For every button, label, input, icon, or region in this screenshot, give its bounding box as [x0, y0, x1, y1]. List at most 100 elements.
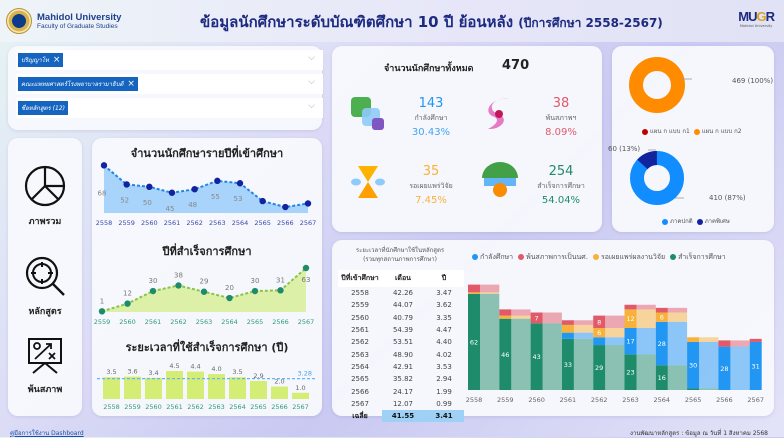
close-icon[interactable]: ×	[52, 54, 61, 65]
svg-text:29: 29	[200, 278, 209, 286]
svg-text:8: 8	[597, 318, 601, 326]
chip-label: ปริญญาโท	[21, 57, 49, 64]
legend-label: สำเร็จการศึกษา	[678, 253, 726, 261]
table-row[interactable]: 2563 48.90 4.02	[338, 348, 464, 360]
svg-text:31: 31	[276, 276, 285, 284]
table-row[interactable]: 2566 24.17 1.99	[338, 385, 464, 397]
col-header[interactable]: เดือน	[382, 270, 424, 287]
stat-label: รอเผยแพร่วิจัย	[409, 182, 453, 190]
page-title-sub: (ปีการศึกษา 2558-2567)	[518, 16, 663, 30]
table-row[interactable]: 2564 42.91 3.53	[338, 361, 464, 373]
legend-label: ภาคปกติ	[670, 218, 693, 225]
hourglass-icon	[351, 166, 385, 198]
plan-donut-chart[interactable]	[612, 46, 774, 126]
university-name: Mahidol University	[37, 12, 122, 23]
table-cell: 48.90	[392, 350, 414, 359]
svg-text:3.28: 3.28	[298, 370, 312, 378]
university-logo: Mahidol University Faculty of Graduate S…	[6, 8, 121, 34]
svg-text:2567: 2567	[292, 403, 309, 411]
duration-bar-chart[interactable]: 3.5 2558 3.6 2559 3.4 2560 4.5 2561 4.4 2562 4.0 25…	[92, 352, 322, 414]
duration-table: ปีที่เข้าศึกษา เดือน ปี 2558 42.26 3.47 255…	[338, 270, 464, 423]
duration-status-panel: ระยะเวลาที่นักศึกษาใช้ในหลักสูตร (รวมทุก…	[332, 240, 774, 423]
col-header[interactable]: ปีที่เข้าศึกษา	[338, 270, 382, 287]
total-label: จำนวนนักศึกษาทั้งหมด	[384, 64, 474, 74]
table-row[interactable]: 2560 40.79 3.35	[338, 312, 464, 324]
legend-item[interactable]: สำเร็จการศึกษา	[670, 252, 726, 263]
nav-item-overview[interactable]: ภาพรวม	[8, 164, 82, 228]
duration-chart-title: ระยะเวลาที่ใช้สำเร็จการศึกษา (ปี)	[125, 341, 289, 354]
svg-text:2562: 2562	[186, 219, 203, 227]
legend-item[interactable]: ภาคพิเศษ	[696, 216, 730, 226]
svg-text:2561: 2561	[560, 396, 577, 404]
svg-text:2.0: 2.0	[274, 378, 284, 386]
table-cell: 2563	[351, 350, 369, 359]
filter-chip[interactable]: ปริญญาโท ×	[18, 53, 64, 67]
enrollment-area-chart[interactable]: 68 2558 52 2559 50 2560 45 2561 48 2562 55 2563 53 25…	[92, 158, 322, 230]
nav-item-dismissed[interactable]: พ้นสภาพ	[8, 336, 82, 396]
table-cell: 2559	[351, 301, 369, 310]
svg-text:2567: 2567	[300, 219, 317, 227]
svg-text:53: 53	[234, 195, 243, 203]
faculty-filter[interactable]: คณะแพทยศาสตร์โรงพยาบาลรามาธิบดี × ⌵	[16, 74, 323, 94]
stat-percent: 8.09%	[545, 127, 577, 138]
table-row[interactable]: 2567 12.07 0.99	[338, 398, 464, 410]
chevron-down-icon[interactable]: ⌵	[308, 77, 315, 87]
table-row[interactable]: 2558 42.26 3.47	[338, 287, 464, 299]
svg-text:2563: 2563	[209, 219, 226, 227]
table-cell: 2.94	[436, 375, 452, 384]
svg-text:2560: 2560	[141, 219, 158, 227]
svg-text:12: 12	[123, 290, 132, 298]
table-cell: 44.07	[392, 301, 414, 310]
legend-item[interactable]: รอเผยแพร่ผลงานวิจัย	[592, 252, 665, 263]
filter-chip[interactable]: ชื่อหลักสูตร (12)	[18, 101, 68, 115]
table-row[interactable]: 2561 54.39 4.47	[338, 324, 464, 336]
stat-label: สำเร็จการศึกษา	[537, 182, 585, 190]
dashboard-manual-link[interactable]: คู่มือการใช้งาน Dashboard	[10, 430, 84, 437]
svg-text:2564: 2564	[232, 219, 249, 227]
program-filter[interactable]: ชื่อหลักสูตร (12) ⌵	[16, 98, 323, 118]
svg-text:2558: 2558	[103, 403, 120, 411]
status-ribbon-chart[interactable]: 62 2558 46 2559 43 7 2560 33 2561 29 6 8 2562 23 17 12 2…	[462, 268, 768, 414]
legend-item[interactable]: กำลังศึกษา	[472, 252, 513, 263]
svg-text:2565: 2565	[685, 396, 702, 404]
page-title-main: ข้อมูลนักศึกษาระดับบัณฑิตศึกษา 10 ปี ย้อ…	[200, 13, 514, 31]
table-row[interactable]: 2559 44.07 3.62	[338, 299, 464, 311]
chevron-down-icon[interactable]: ⌵	[308, 53, 315, 63]
table-row[interactable]: 2565 35.82 2.94	[338, 373, 464, 385]
stat-value: 254	[548, 164, 574, 179]
svg-text:1: 1	[100, 297, 104, 305]
filter-chip[interactable]: คณะแพทยศาสตร์โรงพยาบาลรามาธิบดี ×	[18, 77, 138, 91]
svg-text:50: 50	[143, 199, 152, 207]
legend-item[interactable]: แผน ก แบบ ก1	[642, 126, 690, 136]
chevron-down-icon[interactable]: ⌵	[308, 101, 315, 111]
close-icon[interactable]: ×	[127, 78, 135, 89]
table-row[interactable]: 2562 53.51 4.40	[338, 336, 464, 348]
svg-text:7: 7	[535, 314, 539, 322]
legend-item[interactable]: แผน ก แบบ ก2	[693, 126, 742, 136]
legend-item[interactable]: พ้นสภาพการเป็นนศ.	[518, 252, 588, 263]
degree-filter[interactable]: ปริญญาโท × ⌵	[16, 50, 323, 70]
table-cell: 2565	[351, 375, 369, 384]
col-header[interactable]: ปี	[424, 270, 464, 287]
table-cell: 3.53	[436, 362, 452, 371]
svg-text:2.9: 2.9	[253, 372, 263, 380]
nav-item-program[interactable]: หลักสูตร	[8, 254, 82, 318]
svg-text:12: 12	[626, 315, 634, 323]
stat-dismissed: 38 พ้นสภาพฯ 8.09%	[516, 96, 606, 138]
trend-charts-panel: จำนวนนักศึกษารายปีที่เข้าศึกษา 68 2558 52 2…	[92, 138, 322, 416]
legend-item[interactable]: ภาคปกติ	[662, 216, 693, 226]
svg-text:2559: 2559	[94, 318, 111, 326]
svg-text:2567: 2567	[298, 318, 315, 326]
svg-text:45: 45	[166, 205, 175, 213]
graduation-area-chart[interactable]: 1 2559 12 2560 30 2561 38 2562 29 2563 20 2564 30 256…	[92, 256, 322, 330]
svg-text:2564: 2564	[654, 396, 671, 404]
svg-text:2558: 2558	[466, 396, 483, 404]
table-title-line2: (รวมทุกสถานภาพการศึกษา)	[363, 256, 437, 263]
svg-text:2560: 2560	[145, 403, 162, 411]
table-cell: 3.62	[436, 301, 452, 310]
table-cell: 2558	[351, 289, 369, 298]
svg-text:28: 28	[658, 340, 666, 348]
program-donut-chart[interactable]	[612, 138, 774, 214]
svg-text:2558: 2558	[96, 219, 113, 227]
table-cell: 40.79	[392, 313, 414, 322]
